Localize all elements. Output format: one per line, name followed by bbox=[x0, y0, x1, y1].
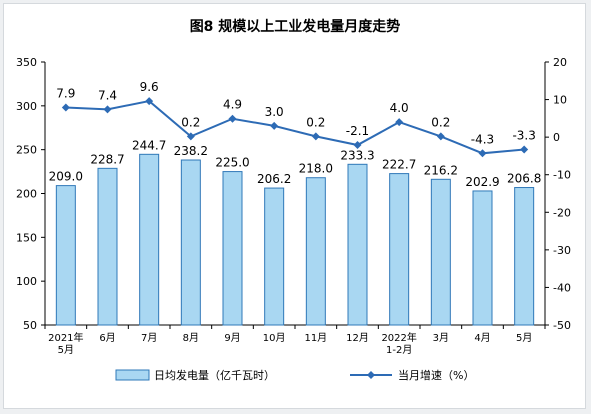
y-left-tick-label: 300 bbox=[16, 100, 37, 113]
x-tick-label: 8月 bbox=[183, 332, 199, 344]
line-point-marker bbox=[353, 141, 362, 150]
legend-bar-label: 日均发电量（亿千瓦时） bbox=[154, 368, 275, 382]
bar bbox=[180, 159, 201, 326]
legend-line-label: 当月增速（%） bbox=[398, 368, 474, 382]
x-tick-label: 10月 bbox=[263, 332, 286, 344]
y-right-tick-label: 0 bbox=[553, 131, 560, 144]
chart-frame: 图8 规模以上工业发电量月度走势 50 100 150 200 250 300 350 -50-… bbox=[3, 3, 586, 409]
bar-value-label: 244.7 bbox=[132, 138, 166, 152]
bar-value-label: 209.0 bbox=[49, 170, 83, 184]
x-tick-label: 1-2月 bbox=[386, 344, 412, 356]
bar bbox=[514, 187, 535, 326]
y-right-tick-label: -10 bbox=[553, 169, 571, 182]
line-value-label: -2.1 bbox=[346, 124, 369, 138]
line-point-marker bbox=[270, 121, 279, 130]
line-point-marker bbox=[145, 97, 154, 106]
x-tick-label: 2022年 bbox=[381, 331, 416, 344]
y-left-tick-label: 350 bbox=[16, 56, 37, 69]
y-right-tick-label: -40 bbox=[553, 281, 571, 294]
bar-value-label: 222.7 bbox=[382, 158, 416, 172]
bar-value-label: 218.0 bbox=[299, 162, 333, 176]
y-left-tick-label: 200 bbox=[16, 188, 37, 201]
y-left-tick-label: 50 bbox=[23, 319, 37, 332]
line-point-marker bbox=[103, 105, 112, 114]
line-point-marker bbox=[520, 145, 529, 154]
line-point-marker bbox=[61, 103, 70, 112]
bar-value-label: 206.8 bbox=[507, 172, 541, 186]
bar bbox=[305, 177, 326, 326]
line-value-label: 7.9 bbox=[56, 86, 75, 100]
x-tick-label: 11月 bbox=[304, 332, 327, 344]
bar-value-label: 228.7 bbox=[90, 152, 124, 166]
line-point-marker bbox=[436, 132, 445, 141]
legend-bar-swatch bbox=[115, 369, 150, 381]
x-tick-label: 5月 bbox=[58, 344, 74, 356]
x-tick-label: 12月 bbox=[346, 332, 369, 344]
line-value-label: 4.9 bbox=[223, 98, 242, 112]
line-point-marker bbox=[395, 118, 404, 127]
y-left-tick-label: 100 bbox=[16, 275, 37, 288]
line-value-label: 7.4 bbox=[98, 88, 117, 102]
bar-value-label: 202.9 bbox=[465, 175, 499, 189]
line-point-marker bbox=[228, 114, 237, 123]
growth-line bbox=[65, 99, 525, 155]
bar bbox=[264, 187, 285, 326]
line-value-label: -4.3 bbox=[471, 132, 494, 146]
x-tick-label: 6月 bbox=[99, 332, 115, 344]
bar-value-label: 233.3 bbox=[340, 148, 374, 162]
bar bbox=[389, 173, 410, 326]
bar-value-label: 225.0 bbox=[215, 156, 249, 170]
x-tick-label: 2021年 bbox=[48, 331, 83, 344]
legend-line-marker bbox=[367, 371, 375, 379]
bar bbox=[55, 185, 76, 326]
chart-title: 图8 规模以上工业发电量月度走势 bbox=[190, 18, 401, 35]
x-tick-label: 9月 bbox=[224, 332, 240, 344]
line-value-label: -3.3 bbox=[512, 129, 535, 143]
x-tick-label: 4月 bbox=[474, 332, 490, 344]
chart-svg: 图8 规模以上工业发电量月度走势50100150200250300350-50-… bbox=[16, 18, 571, 382]
y-right-tick-label: -30 bbox=[553, 244, 571, 257]
bar bbox=[430, 178, 451, 326]
line-value-label: 0.2 bbox=[181, 115, 200, 129]
line-point-marker bbox=[311, 132, 320, 141]
bar-value-label: 238.2 bbox=[174, 144, 208, 158]
y-right-tick-label: -20 bbox=[553, 206, 571, 219]
y-right-tick-label: 10 bbox=[553, 94, 567, 107]
line-value-label: 0.2 bbox=[431, 115, 450, 129]
x-tick-label: 7月 bbox=[141, 332, 157, 344]
bar bbox=[472, 190, 493, 326]
y-left-tick-label: 250 bbox=[16, 144, 37, 157]
line-value-label: 3.0 bbox=[265, 105, 284, 119]
bar-value-label: 216.2 bbox=[424, 163, 458, 177]
x-tick-label: 3月 bbox=[433, 332, 449, 344]
line-point-marker bbox=[478, 149, 487, 158]
bar bbox=[347, 163, 368, 326]
y-left-tick-label: 150 bbox=[16, 231, 37, 244]
y-right-tick-label: -50 bbox=[553, 319, 571, 332]
bar-value-label: 206.2 bbox=[257, 172, 291, 186]
line-point-marker bbox=[186, 132, 195, 141]
y-right-tick-label: 20 bbox=[553, 56, 567, 69]
line-value-label: 4.0 bbox=[390, 101, 409, 115]
line-value-label: 9.6 bbox=[140, 80, 159, 94]
bar bbox=[97, 167, 118, 326]
bar bbox=[222, 171, 243, 326]
x-tick-label: 5月 bbox=[516, 332, 532, 344]
line-value-label: 0.2 bbox=[306, 115, 325, 129]
bar bbox=[139, 153, 160, 326]
